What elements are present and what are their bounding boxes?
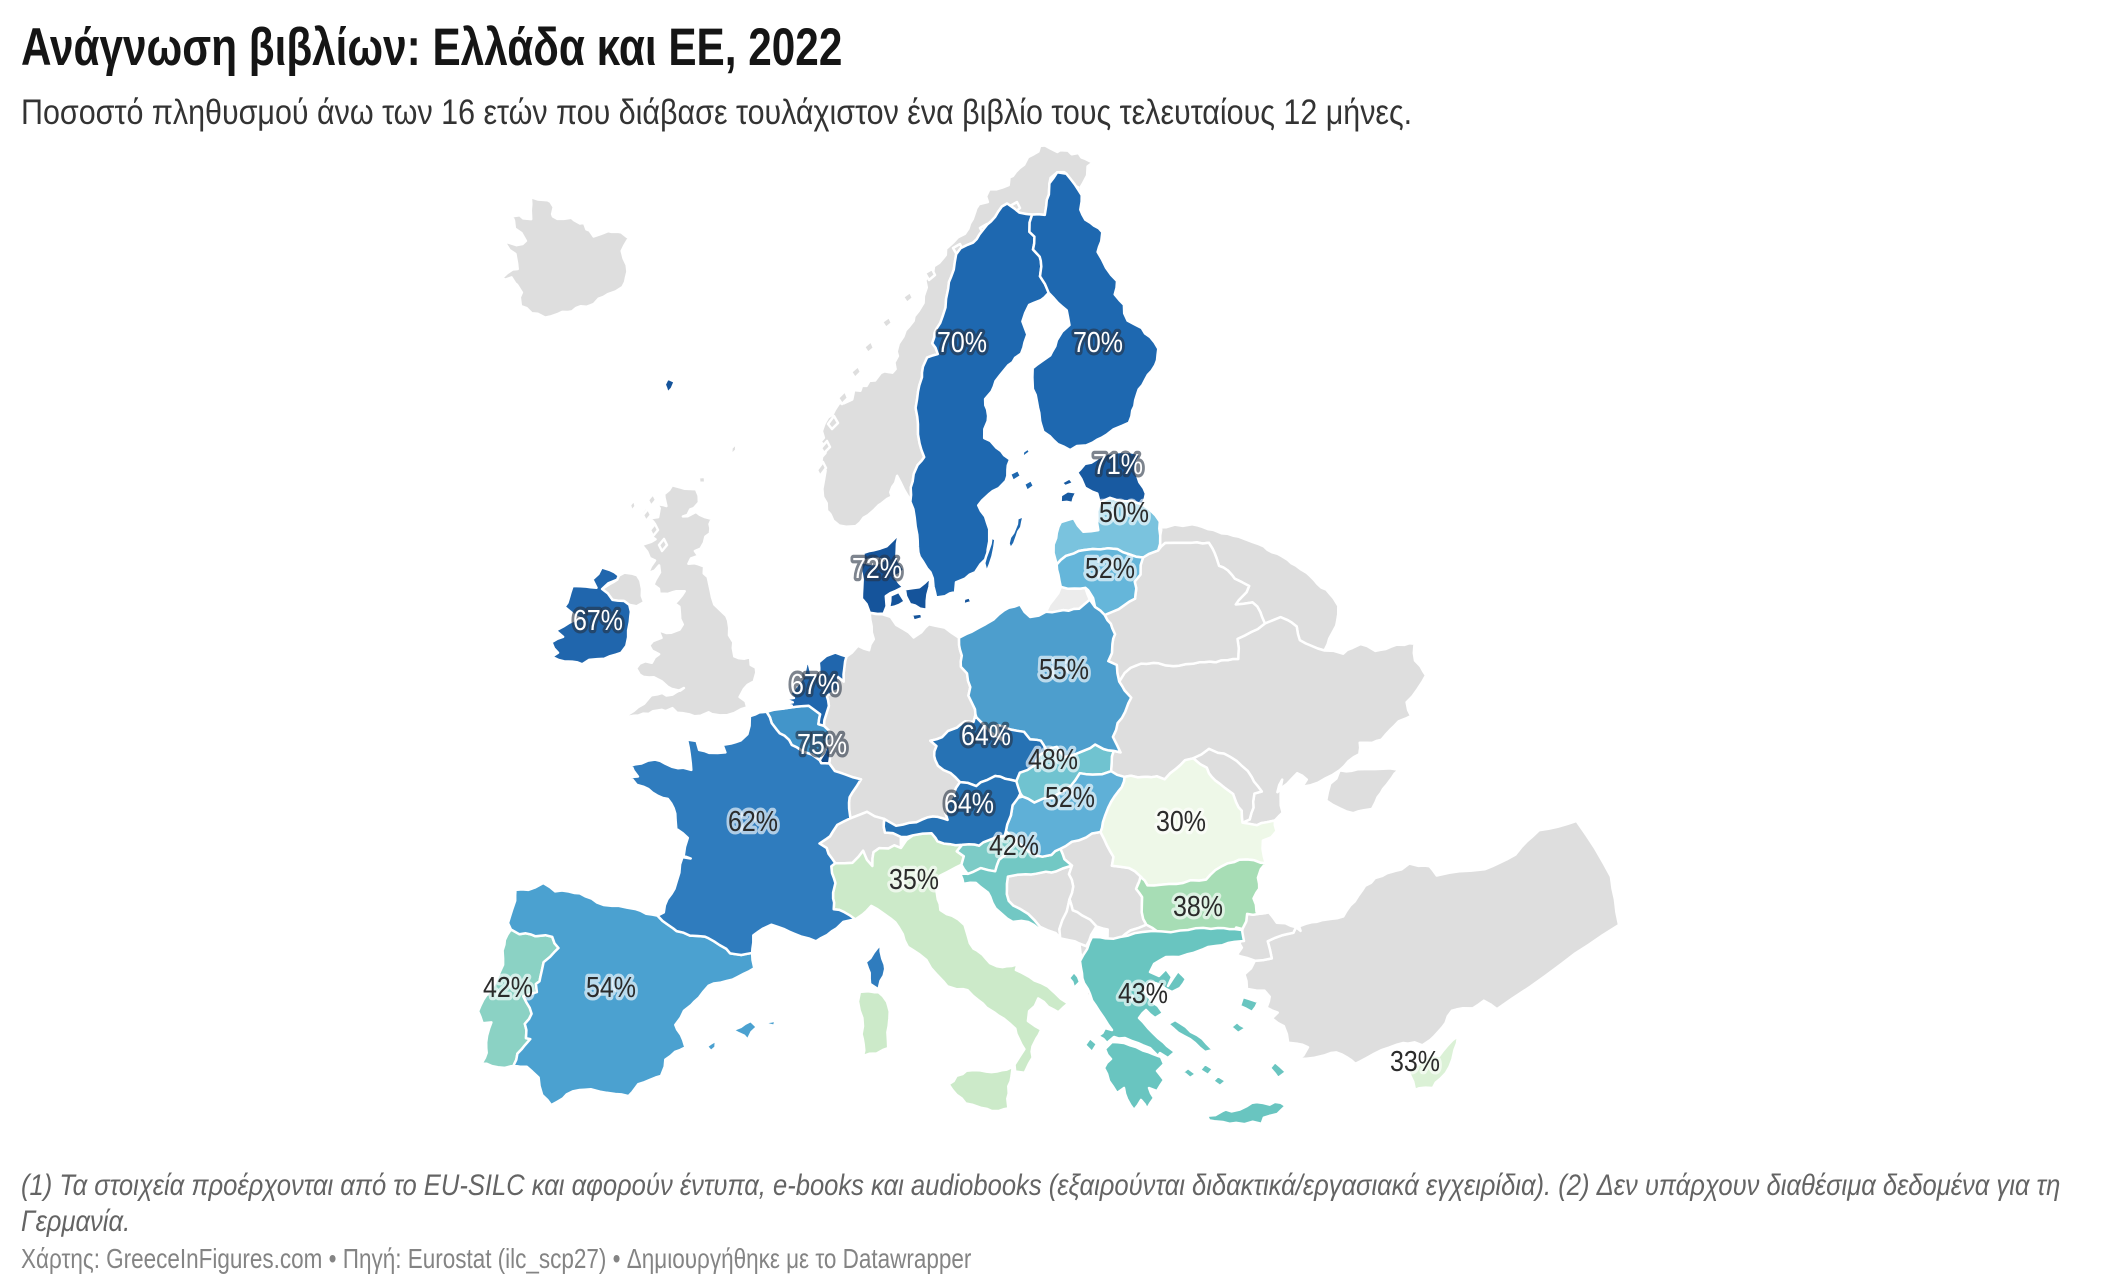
- svg-text:67%: 67%: [573, 605, 623, 637]
- svg-text:71%: 71%: [1093, 449, 1143, 481]
- svg-text:62%: 62%: [728, 806, 778, 838]
- svg-text:64%: 64%: [961, 720, 1011, 752]
- svg-text:35%: 35%: [889, 864, 939, 896]
- svg-text:33%: 33%: [1390, 1046, 1440, 1078]
- svg-text:67%: 67%: [790, 669, 840, 701]
- svg-text:75%: 75%: [797, 729, 847, 761]
- svg-text:43%: 43%: [1118, 978, 1168, 1010]
- svg-text:64%: 64%: [944, 788, 994, 820]
- svg-text:52%: 52%: [1085, 553, 1135, 585]
- svg-text:48%: 48%: [1028, 744, 1078, 776]
- svg-text:52%: 52%: [1045, 782, 1095, 814]
- svg-text:42%: 42%: [483, 972, 533, 1004]
- svg-text:55%: 55%: [1039, 654, 1089, 686]
- svg-text:38%: 38%: [1173, 891, 1223, 923]
- svg-text:70%: 70%: [937, 327, 987, 359]
- svg-text:30%: 30%: [1156, 806, 1206, 838]
- svg-text:50%: 50%: [1099, 497, 1149, 529]
- svg-text:72%: 72%: [852, 553, 902, 585]
- svg-text:42%: 42%: [989, 830, 1039, 862]
- svg-text:70%: 70%: [1073, 327, 1123, 359]
- svg-text:54%: 54%: [586, 972, 636, 1004]
